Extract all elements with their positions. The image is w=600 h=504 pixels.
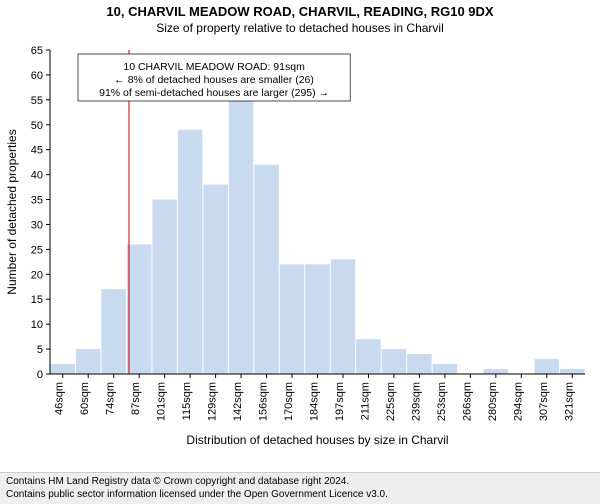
annotation-line: 10 CHARVIL MEADOW ROAD: 91sqm [123,61,305,73]
svg-text:87sqm: 87sqm [130,382,142,415]
svg-text:156sqm: 156sqm [258,382,270,421]
svg-text:35: 35 [31,195,43,207]
svg-text:50: 50 [31,120,43,132]
svg-text:211sqm: 211sqm [359,382,371,420]
page-title: 10, CHARVIL MEADOW ROAD, CHARVIL, READIN… [0,4,600,19]
svg-text:280sqm: 280sqm [487,382,499,421]
svg-text:40: 40 [31,170,43,182]
svg-text:20: 20 [31,269,43,281]
bar [229,100,253,374]
svg-text:0: 0 [37,369,43,381]
footer: Contains HM Land Registry data © Crown c… [0,472,600,504]
chart-container: 0 5 10 15 20 25 30 35 40 45 50 55 60 65 46sqm 60sqm 74sq… [0,42,600,452]
annotation-line: 91% of semi-detached houses are larger (… [99,87,329,99]
svg-text:101sqm: 101sqm [156,382,168,421]
svg-text:55: 55 [31,95,43,107]
svg-text:30: 30 [31,219,43,231]
svg-text:46sqm: 46sqm [54,382,66,415]
bar [356,339,380,374]
svg-text:25: 25 [31,244,43,256]
svg-text:115sqm: 115sqm [181,382,193,420]
footer-line-2: Contains public sector information licen… [6,489,594,502]
bar [280,264,304,374]
bar [407,354,431,374]
footer-line-1: Contains HM Land Registry data © Crown c… [6,476,594,489]
svg-text:197sqm: 197sqm [334,382,346,421]
bar [305,264,329,374]
svg-text:307sqm: 307sqm [538,382,550,421]
svg-text:142sqm: 142sqm [232,382,244,421]
title-block: 10, CHARVIL MEADOW ROAD, CHARVIL, READIN… [0,4,600,35]
page-subtitle: Size of property relative to detached ho… [0,21,600,35]
bar [178,130,202,374]
svg-text:129sqm: 129sqm [207,382,219,421]
svg-text:321sqm: 321sqm [563,382,575,421]
bar [382,349,406,374]
svg-text:15: 15 [31,294,43,306]
bar [101,289,125,374]
svg-text:253sqm: 253sqm [436,382,448,421]
svg-text:45: 45 [31,145,43,157]
bar [76,349,100,374]
svg-text:184sqm: 184sqm [309,382,321,421]
bar [51,364,75,374]
svg-text:65: 65 [31,45,43,57]
bar [152,200,176,374]
svg-text:239sqm: 239sqm [410,382,422,421]
bar [535,359,559,374]
svg-text:266sqm: 266sqm [461,382,473,421]
y-axis-label: Number of detached properties [5,129,19,294]
svg-text:294sqm: 294sqm [512,382,524,421]
svg-text:74sqm: 74sqm [105,382,117,415]
svg-text:10: 10 [31,319,43,331]
bar [254,165,278,374]
svg-text:5: 5 [37,344,43,356]
bar [433,364,457,374]
bar [127,244,151,374]
bar [484,369,508,374]
bar [331,259,355,374]
svg-text:170sqm: 170sqm [283,382,295,421]
svg-text:225sqm: 225sqm [385,382,397,421]
annotation-line: ← 8% of detached houses are smaller (26) [114,74,314,86]
svg-text:60sqm: 60sqm [79,382,91,415]
svg-text:60: 60 [31,70,43,82]
x-axis-label: Distribution of detached houses by size … [186,433,448,447]
bar [203,185,227,374]
bar [560,369,584,374]
histogram-chart: 0 5 10 15 20 25 30 35 40 45 50 55 60 65 46sqm 60sqm 74sq… [0,42,600,452]
